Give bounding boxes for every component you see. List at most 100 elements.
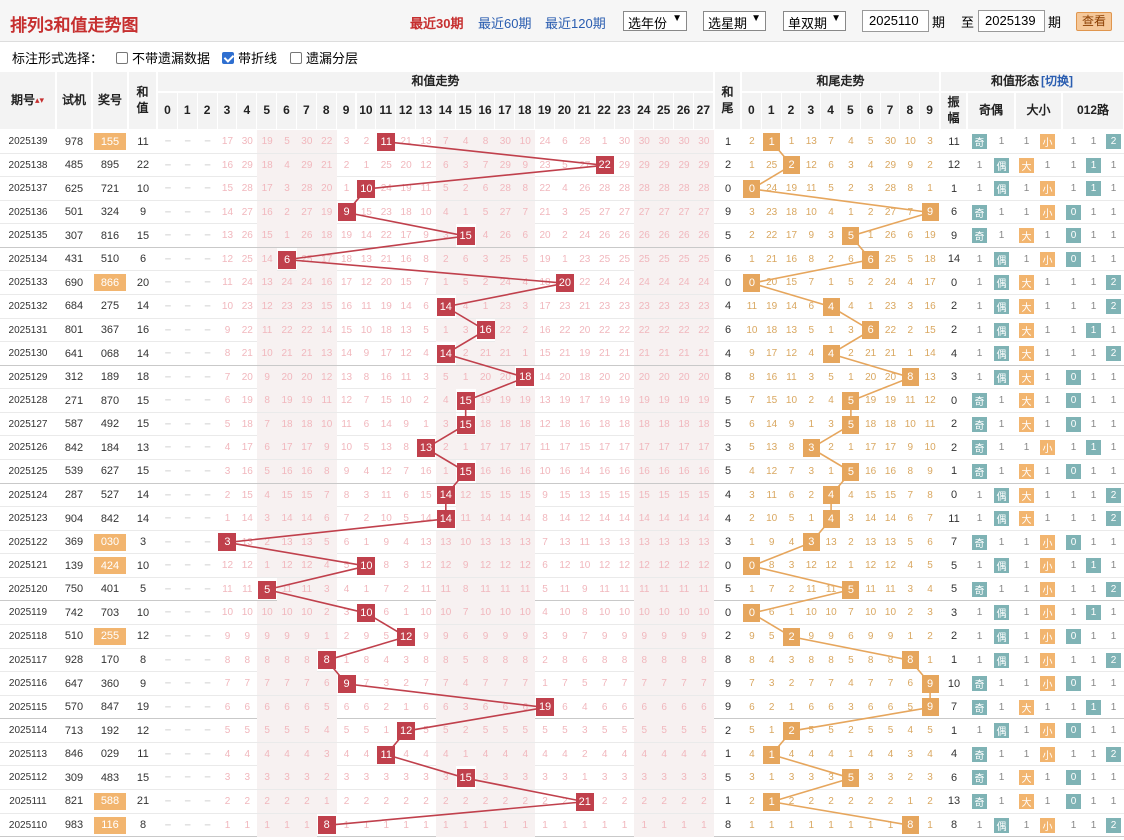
sum-miss-cell: ━	[165, 560, 171, 571]
size-tag: 小	[1040, 605, 1055, 621]
amplitude-cell: 10	[947, 677, 961, 690]
tail-miss-cell: 2	[828, 253, 834, 265]
tail-miss-cell: 9	[808, 630, 815, 642]
sum-miss-cell: 14	[693, 507, 714, 531]
table-row: 2025124 287 527 14 ━ ━ ━ 2 15 4 15 15 7 8 3 11 6 15 12 15 15…	[0, 483, 1124, 508]
sum-miss-cell: ━	[185, 725, 191, 736]
sum-miss-cell: 1	[455, 365, 476, 389]
amplitude-cell: 2	[950, 324, 958, 337]
table-row: 2025127 587 492 15 ━ ━ ━ 5 18 7 18 18 10 11 6 14 9 1 3 18 18…	[0, 412, 1124, 437]
road-tag: 2	[1106, 134, 1121, 149]
tail-miss-cell: 20	[766, 277, 778, 289]
sum-miss-cell: 14	[420, 513, 432, 525]
sum-miss-cell: 2	[383, 701, 390, 713]
sum-col-header: 17	[495, 93, 516, 130]
sum-miss-cell: 1	[634, 813, 655, 837]
odd-even-miss: 1	[976, 324, 983, 336]
tail-miss-cell: 9	[828, 630, 834, 642]
sum-miss-cell: 22	[241, 324, 253, 336]
table-row: 2025126 842 184 13 ━ ━ ━ 4 17 6 17 17 9 10 5 13 8 2 1 17 17 1…	[0, 436, 1124, 460]
range-60-link[interactable]: 最近60期	[478, 16, 532, 31]
tail-miss-cell: 3	[887, 772, 894, 784]
option-no-miss[interactable]: 不带遗漏数据	[116, 48, 210, 67]
tail-miss-cell: 5	[907, 701, 914, 713]
sum-miss-cell: 13	[257, 271, 278, 295]
sort-icon[interactable]: ▴▾	[34, 94, 45, 105]
from-issue-input[interactable]: 2025110	[862, 10, 929, 32]
sum-miss-cell: 7	[562, 678, 568, 690]
sum-miss-cell: 19	[341, 230, 353, 242]
year-select[interactable]: 选年份 ▼	[623, 11, 687, 31]
sum-miss-cell: 4	[435, 200, 456, 224]
sum-miss-cell: ━	[204, 348, 211, 359]
tail-miss-cell: 14	[785, 300, 798, 312]
sum-miss-cell: 20	[241, 371, 253, 383]
road-miss: 1	[1090, 348, 1097, 360]
sum-miss-cell: 20	[634, 365, 655, 389]
prize-number-cell: 324	[100, 206, 120, 219]
sum-miss-cell: 18	[400, 206, 412, 218]
checkbox-checked-icon[interactable]	[222, 52, 234, 64]
sum-miss-cell: 18	[296, 412, 317, 436]
sum-col-header: 25	[654, 93, 675, 130]
sum-miss-cell: 10	[539, 465, 551, 477]
size-miss: 1	[1044, 159, 1051, 171]
odd-even-miss: 1	[976, 819, 983, 831]
range-30-link[interactable]: 最近30期	[410, 16, 464, 31]
sum-miss-cell: ━	[185, 701, 191, 712]
sum-miss-cell: 23	[559, 300, 571, 312]
size-tag: 大	[1019, 463, 1034, 479]
sum-miss-cell: 7	[515, 672, 536, 696]
sum-miss-cell: 4	[403, 536, 409, 548]
sum-miss-cell: 13	[360, 253, 372, 265]
issue-header[interactable]: 期号 ▴▾	[0, 72, 56, 130]
sum-miss-cell: 7	[581, 630, 588, 642]
sum-miss-cell: ━	[204, 230, 211, 241]
sum-miss-cell: 10	[420, 607, 432, 619]
sum-miss-cell: 6	[475, 695, 496, 719]
sum-miss-cell: 15	[579, 442, 591, 454]
checkbox-icon[interactable]	[290, 52, 302, 64]
sum-miss-cell: 21	[693, 342, 714, 366]
tail-miss-cell: 1	[788, 701, 795, 713]
sum-miss-cell: 1	[693, 813, 714, 837]
odd-even-miss: 1	[998, 701, 1005, 713]
tail-col-header: 2	[781, 93, 802, 130]
sum-miss-cell: 14	[674, 507, 694, 531]
tail-ball: 5	[842, 227, 860, 246]
size-miss: 1	[1023, 654, 1030, 666]
road-miss: 1	[1090, 678, 1097, 690]
to-issue-input[interactable]: 2025139	[978, 10, 1045, 32]
sum-miss-cell: 28	[241, 183, 253, 195]
sum-miss-cell: 4	[475, 742, 496, 766]
tail-miss-cell: 6	[808, 300, 815, 312]
sum-miss-cell: ━	[165, 442, 171, 453]
sum-col-header: 8	[316, 93, 337, 130]
sum-miss-cell: 24	[693, 271, 714, 295]
road-tag: 2	[1106, 275, 1121, 291]
switch-link[interactable]: [切换]	[1041, 73, 1073, 88]
query-button[interactable]: 查看	[1076, 12, 1112, 31]
tail-ball: 9	[921, 203, 939, 222]
tail-miss-cell: 11	[766, 489, 777, 501]
tail-miss-cell: 6	[828, 159, 834, 171]
option-line[interactable]: 带折线	[222, 48, 277, 67]
parity-select[interactable]: 单双期 ▼	[783, 11, 846, 31]
prize-number-cell: 895	[100, 159, 120, 172]
sum-miss-cell: 14	[654, 507, 675, 531]
odd-even-miss: 1	[976, 607, 983, 619]
sum-miss-cell: 21	[559, 348, 571, 360]
issue-cell: 2025123	[8, 513, 48, 525]
tail-ball: 2	[783, 722, 800, 741]
tail-value-cell: 0	[724, 559, 732, 572]
checkbox-icon[interactable]	[116, 52, 128, 64]
sum-miss-cell: 3	[601, 772, 608, 784]
weekday-select[interactable]: 选星期 ▼	[703, 11, 766, 31]
sum-miss-cell: 17	[559, 442, 571, 454]
option-layer[interactable]: 遗漏分层	[290, 48, 358, 67]
sum-miss-cell: 10	[475, 601, 496, 625]
issue-cell: 2025139	[8, 136, 48, 147]
sum-miss-cell: 7	[542, 536, 548, 548]
sum-miss-cell: 2	[316, 766, 337, 790]
range-120-link[interactable]: 最近120期	[545, 16, 606, 31]
